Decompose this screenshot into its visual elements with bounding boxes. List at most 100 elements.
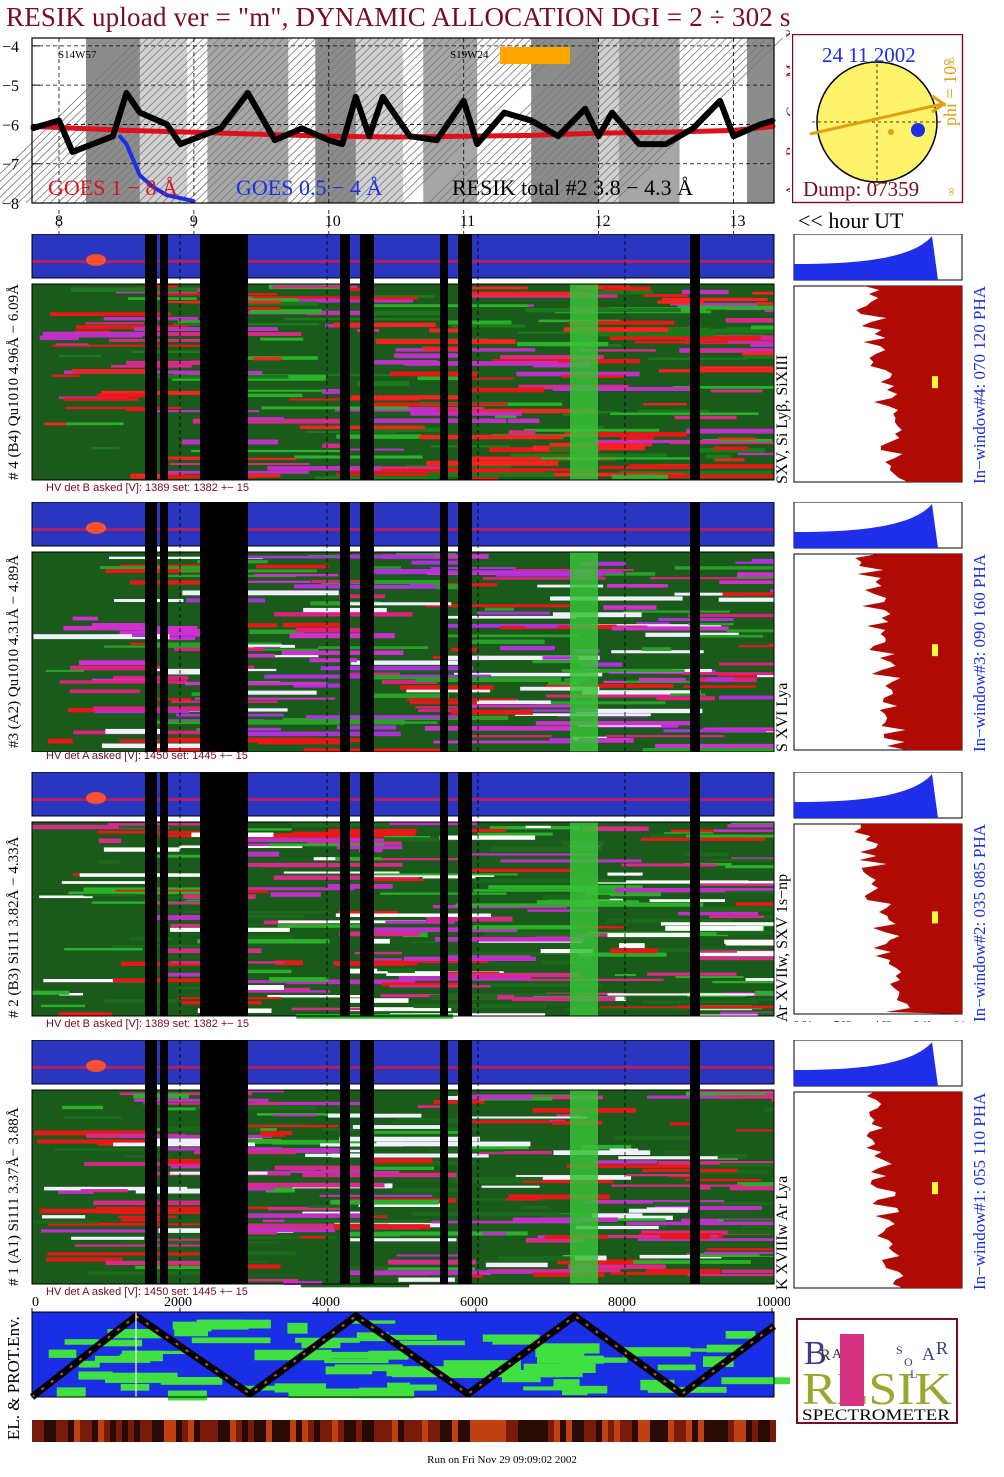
hist-body-fill — [866, 1092, 962, 1288]
spectrogram-row — [731, 857, 774, 860]
spectrogram-row — [424, 726, 572, 731]
spectrogram-row — [712, 980, 774, 984]
spectrogram-row — [764, 914, 774, 920]
spectrogram-row — [101, 743, 241, 749]
spectrogram-row — [476, 700, 551, 704]
hist-top-fill — [794, 774, 938, 818]
spectrogram-row — [43, 978, 157, 983]
data-gap — [200, 772, 248, 1016]
spectrogram-row — [542, 656, 579, 660]
spectrogram-row — [208, 914, 305, 919]
spectrogram-row — [461, 1120, 551, 1124]
spectrogram-row — [333, 961, 418, 966]
strip-bg — [32, 502, 774, 546]
spectrogram-row — [755, 990, 774, 996]
spectrogram-row — [417, 376, 461, 381]
spectrogram-row — [698, 448, 765, 453]
spectrogram-row — [59, 992, 84, 996]
spectrogram-row — [238, 389, 323, 392]
spectrogram-row — [682, 289, 729, 295]
spectrogram-row — [264, 674, 402, 679]
spectrogram-row — [62, 397, 139, 401]
env-bottom-cell — [530, 1420, 536, 1442]
active-region-1: S14W57 — [58, 49, 97, 61]
spectrogram-row — [568, 320, 675, 325]
env-green — [356, 1332, 389, 1342]
spectrogram-row — [430, 567, 516, 570]
series-point — [502, 111, 506, 115]
spectrogram-row — [484, 607, 514, 611]
spectrogram-row — [386, 973, 478, 977]
data-gap — [340, 234, 350, 480]
goes-class-letters: X M C B A — [784, 30, 790, 195]
spectrogram-row — [382, 1231, 528, 1236]
spectrogram-row — [759, 1253, 774, 1257]
env-bottom-cell — [356, 1420, 362, 1442]
spectrogram-row — [477, 611, 551, 615]
env-bottom-cell — [344, 1420, 350, 1442]
spectrogram-row — [736, 1129, 773, 1132]
spectrogram-row — [720, 1162, 774, 1168]
env-bottom-cell — [758, 1420, 764, 1442]
spectrogram-row — [594, 439, 720, 444]
spectrogram-row — [453, 672, 603, 677]
data-gap — [440, 234, 448, 480]
spectrogram-row — [160, 1158, 229, 1164]
env-bottom-cell — [224, 1420, 230, 1442]
env-bottom-cell — [188, 1420, 194, 1442]
spectrogram-row — [575, 708, 703, 714]
spectrogram-row — [661, 747, 774, 752]
strip-bg — [32, 772, 774, 816]
strip-line — [32, 528, 774, 531]
env-bottom-cell — [278, 1420, 284, 1442]
series-point — [246, 91, 250, 95]
spectrogram-row — [580, 662, 623, 667]
env-bottom-cell — [440, 1420, 446, 1442]
env-bottom-strip — [32, 1420, 776, 1442]
spectrogram-row — [702, 438, 773, 443]
spectrogram-row — [272, 1139, 402, 1145]
env-bottom-cell — [404, 1420, 410, 1442]
spectrogram-row — [466, 1145, 529, 1150]
env-green — [202, 1319, 244, 1325]
spectrogram-row — [710, 389, 763, 393]
spectrogram-row — [322, 443, 348, 449]
spectrogram-row — [684, 1178, 761, 1182]
spectrogram-row — [109, 556, 263, 560]
spectrogram-row — [449, 1180, 523, 1184]
env-bottom-cell — [146, 1420, 152, 1442]
pha-window-3: In−window#3: 090 160 PHA — [970, 553, 989, 752]
spectrogram-row — [370, 857, 469, 861]
spectrogram-row — [154, 698, 192, 701]
logo-letter-a2: A — [922, 1344, 935, 1364]
spectrogram-row — [525, 308, 681, 313]
data-gap — [458, 772, 472, 1016]
flare-column — [570, 1090, 598, 1284]
spectrogram-row — [675, 976, 744, 979]
histogram-1: 8.316.234.162.080.00cts/bin/sec — [793, 1040, 963, 1289]
env-bottom-cell — [104, 1420, 110, 1442]
series-point — [718, 99, 722, 103]
spectrogram-row — [300, 1236, 326, 1239]
spectrogram-row — [473, 878, 627, 883]
spectrogram-row — [694, 366, 774, 371]
data-gap — [458, 1040, 472, 1284]
spectrogram-row — [235, 1278, 299, 1282]
spectrogram-row — [670, 693, 706, 696]
spectrogram-row — [39, 1208, 153, 1214]
env-bottom-cell — [212, 1420, 218, 1442]
logo-big-r: RESIK — [802, 1363, 952, 1414]
env-green — [553, 1379, 580, 1390]
spectrogram-row — [595, 332, 714, 337]
spectrogram-row — [736, 576, 774, 579]
spectrogram-row — [255, 564, 329, 569]
spectrogram-row — [119, 630, 242, 636]
spectrogram-row — [379, 466, 444, 469]
data-gap — [340, 502, 350, 752]
spectrogram-row — [582, 690, 701, 695]
spectrogram-row — [450, 709, 534, 715]
env-bottom-cell — [320, 1420, 326, 1442]
spectrogram-row — [398, 1277, 455, 1282]
env-bottom-cell — [164, 1420, 170, 1442]
spectrogram-row — [381, 680, 437, 684]
